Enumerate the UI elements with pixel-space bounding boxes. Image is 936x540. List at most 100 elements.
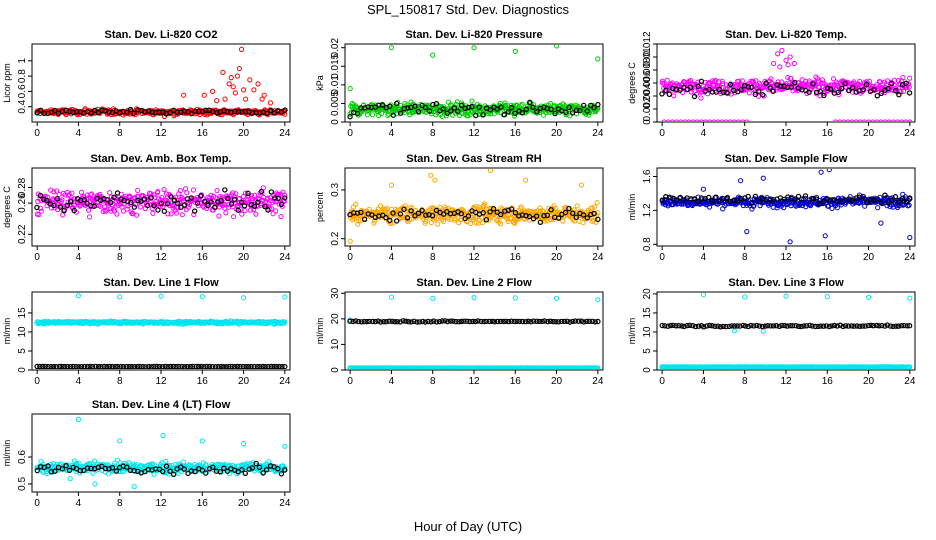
data-point xyxy=(117,438,123,444)
data-point xyxy=(751,323,757,329)
data-point xyxy=(740,322,746,329)
data-point xyxy=(552,110,558,117)
y-tick-label: 0.01 xyxy=(642,47,653,67)
data-point xyxy=(479,215,485,221)
data-point xyxy=(423,212,429,218)
data-point xyxy=(818,323,824,329)
data-point xyxy=(901,322,907,329)
data-point xyxy=(204,363,210,369)
data-point xyxy=(812,323,819,330)
data-point xyxy=(149,109,155,115)
data-point xyxy=(45,463,51,469)
data-point xyxy=(214,110,220,116)
data-point xyxy=(433,100,440,107)
data-point xyxy=(84,363,91,369)
data-point xyxy=(892,193,899,200)
data-point xyxy=(386,318,392,324)
series-1 xyxy=(347,294,601,369)
data-point xyxy=(241,441,247,447)
data-point xyxy=(532,209,538,215)
y-tick-label: 0 xyxy=(17,367,28,373)
data-point xyxy=(862,323,868,329)
data-point xyxy=(561,318,568,325)
data-point xyxy=(458,210,464,217)
data-point xyxy=(771,60,777,67)
data-point xyxy=(458,102,465,109)
series-1 xyxy=(347,169,601,244)
data-point xyxy=(678,119,684,121)
data-point xyxy=(365,104,371,110)
data-point xyxy=(768,323,774,329)
data-point xyxy=(251,87,257,93)
data-point xyxy=(248,363,254,369)
data-point xyxy=(765,323,771,329)
data-point xyxy=(394,319,400,325)
data-point xyxy=(788,84,795,90)
series-1 xyxy=(34,46,288,120)
data-point xyxy=(512,295,518,301)
data-point xyxy=(885,200,891,206)
x-tick-label: 0 xyxy=(659,128,665,139)
data-point xyxy=(595,365,601,369)
data-point xyxy=(91,203,97,209)
data-point xyxy=(803,323,810,329)
data-point xyxy=(558,318,565,325)
data-point xyxy=(677,87,683,93)
data-point xyxy=(595,216,601,223)
data-point xyxy=(281,198,287,204)
data-point xyxy=(415,108,422,115)
data-point xyxy=(486,318,493,325)
data-point xyxy=(554,45,560,49)
data-point xyxy=(52,107,58,114)
data-point xyxy=(198,193,204,199)
data-point xyxy=(206,363,213,369)
data-point xyxy=(168,363,174,369)
data-point xyxy=(115,363,121,369)
data-point xyxy=(229,363,235,369)
data-point xyxy=(698,78,705,85)
data-point xyxy=(401,206,407,213)
data-point xyxy=(51,202,57,209)
data-point xyxy=(762,323,769,329)
x-tick-label: 12 xyxy=(155,252,167,263)
data-point xyxy=(716,198,723,205)
data-point xyxy=(575,318,582,324)
data-point xyxy=(830,76,837,82)
data-point xyxy=(517,318,523,325)
data-point xyxy=(431,318,437,324)
data-point xyxy=(806,78,812,84)
x-tick-label: 0 xyxy=(34,376,40,387)
data-point xyxy=(436,318,443,325)
data-point xyxy=(394,218,400,224)
data-point xyxy=(262,363,268,369)
data-point xyxy=(505,318,512,325)
data-point xyxy=(235,108,242,115)
data-point xyxy=(243,363,249,369)
x-tick-label: 20 xyxy=(551,252,563,263)
data-point xyxy=(131,204,138,210)
y-tick-label: 0.01 xyxy=(330,75,341,95)
data-point xyxy=(188,110,195,117)
data-point xyxy=(458,318,465,325)
data-point xyxy=(151,471,157,477)
data-point xyxy=(785,74,791,81)
data-point xyxy=(208,199,214,205)
data-point xyxy=(700,186,707,192)
data-point xyxy=(347,318,353,324)
data-point xyxy=(745,323,752,330)
data-point xyxy=(226,81,232,87)
data-point xyxy=(508,206,515,212)
data-point xyxy=(691,93,698,100)
data-point xyxy=(787,54,793,60)
data-point xyxy=(69,190,75,196)
points-layer xyxy=(659,47,913,121)
data-point xyxy=(118,196,124,202)
data-point xyxy=(831,322,838,329)
data-point xyxy=(456,319,462,325)
data-point xyxy=(68,199,74,205)
y-tick-label: 0.8 xyxy=(17,69,28,83)
y-tick-label: 0.5 xyxy=(17,477,28,491)
plot-frame xyxy=(344,291,604,371)
data-point xyxy=(42,363,48,369)
